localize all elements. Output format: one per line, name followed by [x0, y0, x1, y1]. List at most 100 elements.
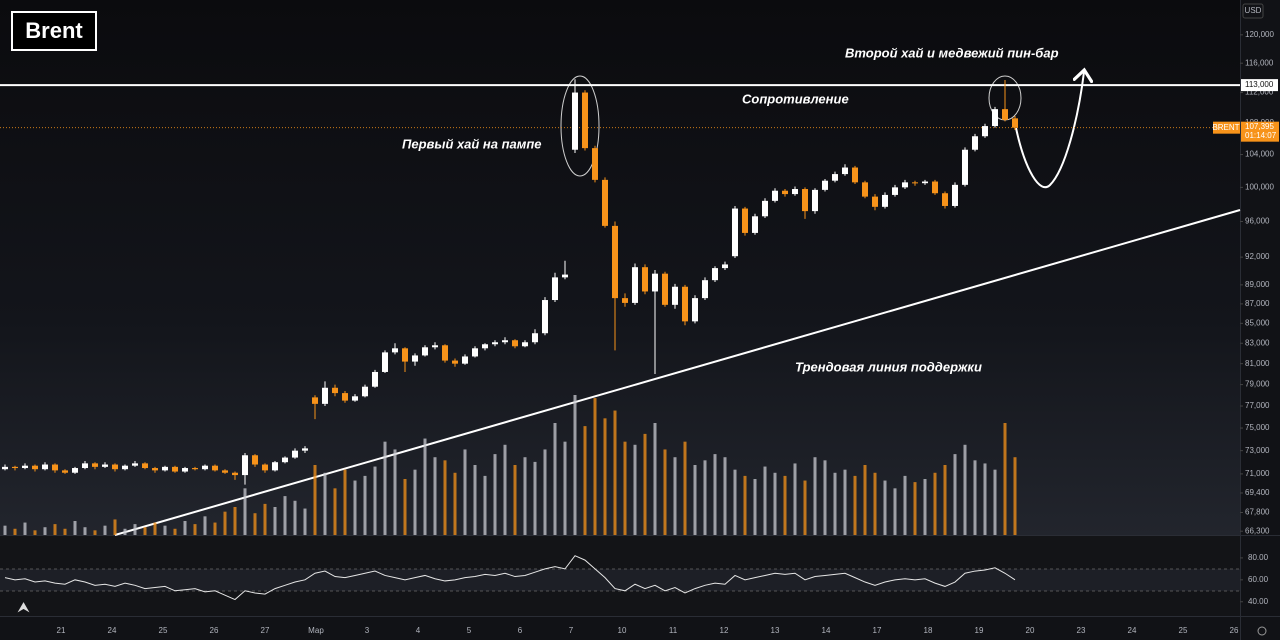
- forecast-arrow: [1015, 72, 1084, 188]
- candle-body: [102, 464, 108, 467]
- x-tick-label: 25: [159, 626, 168, 635]
- candle-body: [652, 273, 658, 292]
- volume-bar: [533, 461, 537, 535]
- x-tick-label: 24: [1128, 626, 1137, 635]
- y-tick-label: 73,000: [1245, 446, 1270, 455]
- volume-bar: [873, 472, 877, 535]
- candle-body: [362, 386, 368, 397]
- candle-body: [372, 371, 378, 387]
- volume-bar: [3, 525, 7, 535]
- candle-body: [502, 340, 508, 343]
- candle-body: [582, 92, 588, 149]
- last-price-tag: [1241, 121, 1279, 142]
- candle-body: [612, 225, 618, 299]
- volume-bar: [133, 524, 137, 535]
- x-tick-label: 21: [57, 626, 66, 635]
- candle-body: [902, 182, 908, 188]
- volume-bar: [243, 488, 247, 535]
- volume-bar: [353, 480, 357, 535]
- x-tick-label: 24: [108, 626, 117, 635]
- volume-bar: [673, 457, 677, 535]
- x-tick-label: 26: [1230, 626, 1239, 635]
- volume-bar: [193, 524, 197, 535]
- volume-bar: [853, 475, 857, 535]
- chart-title: Brent: [25, 18, 83, 43]
- volume-bar: [313, 465, 317, 535]
- x-tick-label: 27: [261, 626, 270, 635]
- candle-body: [662, 273, 668, 305]
- candle-body: [542, 300, 548, 334]
- price-axis: [1240, 0, 1280, 640]
- volume-bar: [803, 480, 807, 535]
- volume-bar: [743, 475, 747, 535]
- volume-bar: [783, 475, 787, 535]
- volume-bar: [143, 527, 147, 535]
- rsi-line: [4, 555, 1016, 601]
- volume-bar: [983, 463, 987, 535]
- candle-body: [332, 387, 338, 394]
- volume-bar: [123, 528, 127, 535]
- candle-body: [242, 455, 248, 476]
- volume-bar: [53, 524, 57, 535]
- annotation: Второй хай и медвежий пин-бар: [845, 45, 1059, 60]
- candle-body: [12, 466, 18, 469]
- candle-body: [52, 464, 58, 471]
- volume-bar: [1003, 423, 1007, 535]
- volume-bar: [263, 503, 267, 535]
- candle-body: [422, 347, 428, 356]
- candle-body: [22, 465, 28, 469]
- candle-body: [692, 298, 698, 322]
- volume-bar: [863, 465, 867, 535]
- candle-body: [812, 189, 818, 212]
- volume-bar: [13, 528, 17, 535]
- volume-bar: [363, 475, 367, 535]
- x-tick-label: 18: [924, 626, 933, 635]
- candle-body: [872, 196, 878, 207]
- settings-icon[interactable]: [1257, 626, 1267, 636]
- candle-body: [762, 200, 768, 217]
- volume-bar: [43, 527, 47, 535]
- candle-body: [522, 342, 528, 347]
- support-trendline: [114, 209, 1241, 536]
- resistance-tag: [1241, 79, 1278, 92]
- candle-body: [92, 463, 98, 467]
- volume-bar: [943, 465, 947, 535]
- candle-body: [82, 463, 88, 469]
- x-tick-label: 10: [618, 626, 627, 635]
- x-tick-label: 20: [1026, 626, 1035, 635]
- highlight-ellipse: [560, 75, 600, 177]
- currency-box[interactable]: [1242, 3, 1264, 19]
- y-tick-label: 79,000: [1245, 380, 1270, 389]
- volume-bar: [633, 444, 637, 535]
- candle-body: [852, 167, 858, 183]
- volume-bar: [823, 460, 827, 535]
- x-tick-label: 13: [771, 626, 780, 635]
- candle-body: [882, 194, 888, 207]
- volume-bar: [473, 465, 477, 535]
- rsi-tick-label: 60.00: [1248, 575, 1269, 584]
- candle-body: [712, 268, 718, 281]
- candle-body: [892, 187, 898, 195]
- candle-body: [222, 470, 228, 473]
- candle-body: [772, 190, 778, 201]
- volume-bar: [563, 441, 567, 535]
- last-price-label: 107,395: [1245, 122, 1274, 131]
- candle-body: [702, 280, 708, 299]
- candle-body: [202, 465, 208, 470]
- y-tick-label: 104,000: [1245, 150, 1274, 159]
- volume-bar: [253, 513, 257, 535]
- symbol-label: BRENT: [1212, 123, 1239, 132]
- candle-body: [922, 181, 928, 184]
- volume-bar: [963, 444, 967, 535]
- volume-bar: [843, 469, 847, 535]
- plot: 120,000116,000112,000108,000104,000100,0…: [0, 30, 1279, 635]
- candle-body: [42, 464, 48, 470]
- volume-bar: [593, 398, 597, 535]
- volume-bar: [413, 469, 417, 535]
- candle-body: [162, 466, 168, 471]
- volume-bar: [423, 438, 427, 535]
- y-tick-label: 71,000: [1245, 469, 1270, 478]
- y-tick-label: 85,000: [1245, 318, 1270, 327]
- volume-bar: [583, 426, 587, 535]
- candle-body: [32, 465, 38, 470]
